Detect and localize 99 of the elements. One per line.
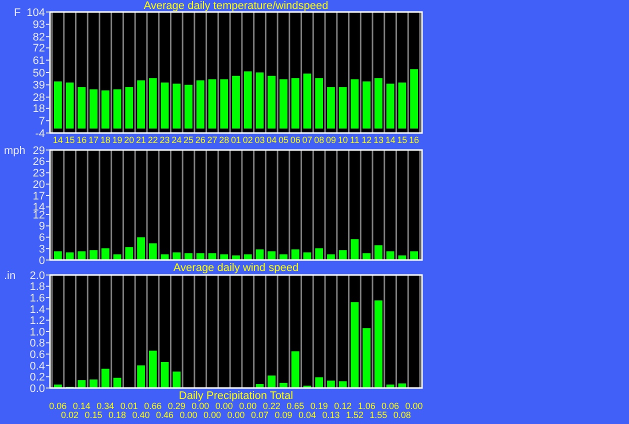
y-tick-label: 0.2 (30, 372, 45, 384)
data-label: 0.00 (405, 401, 423, 411)
x-tick-label: 02 (242, 135, 253, 145)
y-tick-label: 9 (38, 220, 45, 233)
data-label: 0.22 (262, 401, 280, 411)
y-tick-label: 1.4 (30, 304, 45, 316)
x-tick-label: 07 (302, 135, 312, 145)
y-tick-label: 26 (32, 156, 45, 168)
y-tick-label: 93 (32, 19, 45, 32)
data-label: 0.02 (61, 410, 79, 420)
x-tick-label: 15 (397, 135, 408, 145)
data-label: 1.06 (358, 401, 376, 411)
data-label: 0.13 (322, 410, 340, 420)
x-axis-title: Daily Precipitation Total (178, 390, 294, 402)
x-tick-label: 19 (112, 135, 122, 145)
y-axis-title: F (14, 7, 21, 19)
x-tick-label: 18 (100, 135, 110, 145)
x-tick-label: 08 (314, 135, 324, 145)
x-tick-label: 24 (172, 135, 182, 145)
x-tick-label: 05 (278, 135, 288, 145)
x-axis-title: Average daily wind speed (173, 262, 299, 274)
y-tick-label: 82 (32, 32, 45, 44)
y-tick-label: 104 (26, 6, 45, 19)
data-label: 0.00 (180, 410, 198, 420)
y-tick-label: 28 (32, 92, 45, 104)
x-tick-label: 15 (64, 135, 75, 145)
data-label: 0.06 (382, 401, 400, 411)
data-label: 0.01 (120, 401, 138, 411)
y-tick-label: 29 (32, 144, 45, 157)
y-tick-label: 0.8 (30, 338, 45, 350)
data-label: 1.55 (370, 410, 388, 420)
x-tick-label: 09 (326, 135, 336, 145)
data-label: 0.00 (227, 410, 245, 420)
y-tick-label: 23 (32, 168, 45, 180)
x-tick-label: 21 (136, 135, 146, 145)
y-axis-title: .in (4, 270, 16, 282)
y-tick-label: 20 (32, 178, 45, 191)
x-tick-label: 03 (254, 135, 265, 145)
y-tick-label: 17 (32, 190, 45, 202)
y-tick-label: -4 (35, 128, 45, 140)
data-label: 0.00 (192, 401, 210, 411)
data-label: 0.66 (144, 401, 162, 411)
y-tick-label: 50 (32, 67, 45, 80)
data-label: 0.00 (203, 410, 222, 420)
x-tick-label: 06 (290, 135, 300, 145)
x-tick-label: 22 (148, 135, 158, 145)
data-label: 0.08 (393, 410, 411, 420)
data-label: 1.52 (346, 410, 364, 420)
x-tick-label: 17 (88, 135, 99, 145)
y-tick-label: 6 (38, 232, 45, 244)
data-label: 0.19 (310, 401, 328, 411)
y-axis-title: mph (4, 145, 26, 157)
data-label: 0.00 (215, 401, 233, 411)
y-tick-label: 2.0 (30, 270, 45, 282)
data-label: 0.46 (156, 410, 174, 420)
y-tick-label: 1.0 (30, 326, 45, 338)
y-tick-label: 39 (32, 80, 45, 92)
x-tick-label: 27 (207, 135, 218, 145)
data-label: 0.09 (274, 410, 292, 420)
y-tick-label: 72 (32, 42, 45, 55)
x-tick-label: 01 (230, 135, 242, 145)
data-label: 0.65 (286, 401, 304, 411)
y-tick-label: 0 (38, 254, 45, 267)
chart-title: Average daily temperature/windspeed (144, 0, 328, 12)
x-tick-label: 11 (350, 135, 360, 145)
x-tick-label: 10 (338, 135, 348, 145)
data-label: 0.15 (84, 410, 102, 420)
x-tick-label: 23 (160, 135, 170, 145)
y-tick-label: 1.6 (30, 292, 45, 304)
y-tick-label: 1.2 (30, 315, 45, 328)
y-tick-label: 18 (32, 103, 45, 116)
x-tick-label: 12 (362, 135, 372, 145)
data-label: 0.12 (334, 401, 352, 411)
data-label: 0.29 (168, 401, 186, 411)
data-label: 0.18 (108, 410, 126, 420)
x-tick-label: 25 (184, 135, 194, 145)
x-tick-label: 14 (385, 135, 396, 145)
y-tick-label: 3 (38, 243, 45, 256)
x-tick-label: 20 (124, 135, 134, 145)
y-tick-label: 0.4 (30, 360, 45, 372)
y-tick-label: 7 (38, 116, 45, 128)
y-tick-label: 1.8 (30, 281, 45, 294)
data-label: 0.14 (72, 401, 90, 411)
data-label: 0.04 (298, 410, 316, 420)
data-label: 0.00 (239, 401, 257, 411)
x-tick-label: 16 (409, 135, 420, 145)
x-tick-label: 04 (266, 135, 277, 145)
x-tick-label: 26 (195, 135, 206, 145)
x-tick-label: 28 (219, 135, 230, 145)
y-tick-label: 61 (32, 55, 45, 68)
x-tick-label: 16 (76, 135, 87, 145)
x-tick-label: 13 (373, 135, 384, 145)
data-label: 0.40 (132, 410, 150, 420)
data-label: 0.34 (96, 401, 114, 411)
data-label: 0.07 (250, 410, 269, 420)
y-tick-label: 0.0 (30, 382, 45, 395)
x-tick-label: 14 (52, 135, 63, 145)
data-label: 0.06 (49, 401, 67, 411)
y-tick-label: 0.6 (30, 348, 45, 361)
